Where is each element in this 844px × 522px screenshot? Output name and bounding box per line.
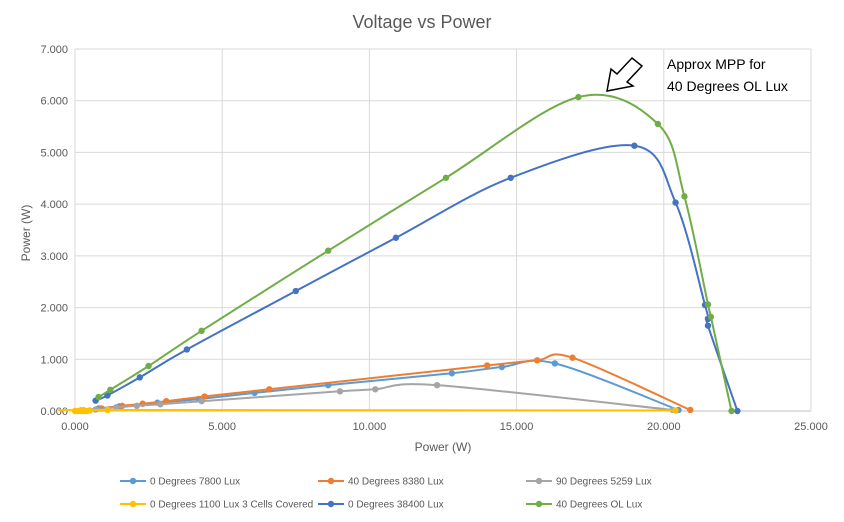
data-point: [292, 287, 299, 295]
data-point: [266, 386, 273, 393]
data-point: [687, 406, 694, 414]
data-point: [681, 193, 688, 200]
data-point: [728, 407, 735, 415]
legend-swatch-marker: [327, 477, 335, 485]
data-point: [734, 407, 741, 415]
legend-label: 90 Degrees 5259 Lux: [556, 477, 652, 488]
y-tick-labels: 0.000 1.000 2.000 3.000 4.000 5.000 6.000 7.000: [40, 44, 68, 418]
y-tick-label: 6.000: [40, 96, 68, 108]
data-point: [136, 374, 143, 381]
data-point: [569, 354, 576, 361]
chart-title: Voltage vs Power: [352, 12, 491, 32]
data-point: [198, 397, 205, 405]
data-point: [336, 388, 344, 395]
data-point: [448, 370, 456, 377]
data-point: [551, 360, 559, 367]
y-tick-label: 2.000: [40, 303, 68, 315]
legend-label: 0 Degrees 1100 Lux 3 Cells Covered: [150, 500, 313, 511]
data-point: [107, 386, 114, 393]
data-point: [631, 142, 638, 149]
y-tick-label: 1.000: [40, 354, 68, 366]
annotation-arrow-icon: [606, 56, 644, 92]
annotation-line-1: Approx MPP for: [667, 56, 766, 72]
y-tick-label: 7.000: [40, 44, 68, 56]
legend-label: 40 Degrees 8380 Lux: [348, 477, 444, 488]
y-tick-label: 5.000: [40, 147, 68, 159]
data-point: [433, 381, 441, 389]
series-4: [57, 406, 679, 415]
y-tick-label: 4.000: [40, 199, 68, 211]
x-axis-label: Power (W): [415, 440, 472, 454]
data-point: [704, 301, 712, 308]
data-point: [145, 362, 152, 370]
data-point: [392, 234, 400, 241]
data-point: [442, 174, 450, 181]
series-5: [92, 142, 741, 415]
legend-label: 0 Degrees 38400 Lux: [348, 500, 444, 511]
data-point: [201, 393, 208, 400]
legend-item: 0 Degrees 38400 Lux: [318, 500, 444, 511]
legend-item: 90 Degrees 5259 Lux: [526, 477, 652, 488]
series-6: [95, 93, 735, 415]
series-group: [57, 93, 741, 415]
x-tick-label: 0.000: [61, 421, 89, 433]
data-point: [113, 404, 120, 411]
x-tick-label: 5.000: [208, 421, 236, 433]
legend-swatch-marker: [535, 477, 543, 485]
x-tick-label: 20.000: [647, 421, 681, 433]
data-point: [534, 357, 541, 364]
data-point: [704, 322, 712, 329]
x-tick-label: 25.000: [794, 421, 828, 433]
legend-label: 0 Degrees 7800 Lux: [150, 477, 240, 488]
legend-label: 40 Degrees OL Lux: [556, 500, 642, 511]
data-point: [183, 346, 191, 353]
data-point: [707, 313, 715, 321]
y-tick-label: 0.000: [40, 406, 68, 418]
data-point: [672, 407, 679, 414]
legend: 0 Degrees 7800 Lux 40 Degrees 8380 Lux 90 …: [120, 477, 652, 511]
data-point: [672, 199, 679, 206]
mpp-annotation: Approx MPP for 40 Degrees OL Lux: [606, 56, 788, 94]
data-point: [157, 401, 164, 408]
grid-lines: [74, 48, 812, 412]
data-point: [133, 402, 141, 410]
data-point: [86, 407, 93, 414]
data-point: [498, 363, 506, 371]
data-point: [198, 327, 205, 335]
data-point: [324, 247, 332, 254]
legend-item: 0 Degrees 1100 Lux 3 Cells Covered: [120, 500, 313, 511]
series-3: [77, 381, 676, 414]
legend-item: 40 Degrees 8380 Lux: [318, 477, 444, 488]
legend-swatch-marker: [327, 500, 335, 508]
data-point: [104, 406, 111, 414]
data-point: [483, 362, 491, 369]
y-axis-label: Power (W): [19, 205, 33, 262]
data-point: [575, 93, 582, 101]
legend-swatch-marker: [129, 500, 137, 508]
x-tick-label: 15.000: [500, 421, 534, 433]
y-tick-label: 3.000: [40, 251, 68, 263]
legend-swatch-marker: [129, 477, 137, 485]
data-point: [507, 174, 514, 181]
series-line: [57, 408, 676, 413]
x-tick-labels: 0.000 5.000 10.000 15.000 20.000 25.000: [61, 421, 828, 433]
legend-swatch-marker: [535, 500, 543, 508]
data-point: [372, 386, 379, 393]
data-point: [654, 120, 662, 128]
annotation-line-2: 40 Degrees OL Lux: [667, 78, 788, 94]
legend-item: 0 Degrees 7800 Lux: [120, 477, 240, 488]
legend-item: 40 Degrees OL Lux: [526, 500, 642, 511]
data-point: [95, 393, 102, 401]
x-tick-label: 10.000: [353, 421, 387, 433]
data-point: [104, 392, 111, 399]
